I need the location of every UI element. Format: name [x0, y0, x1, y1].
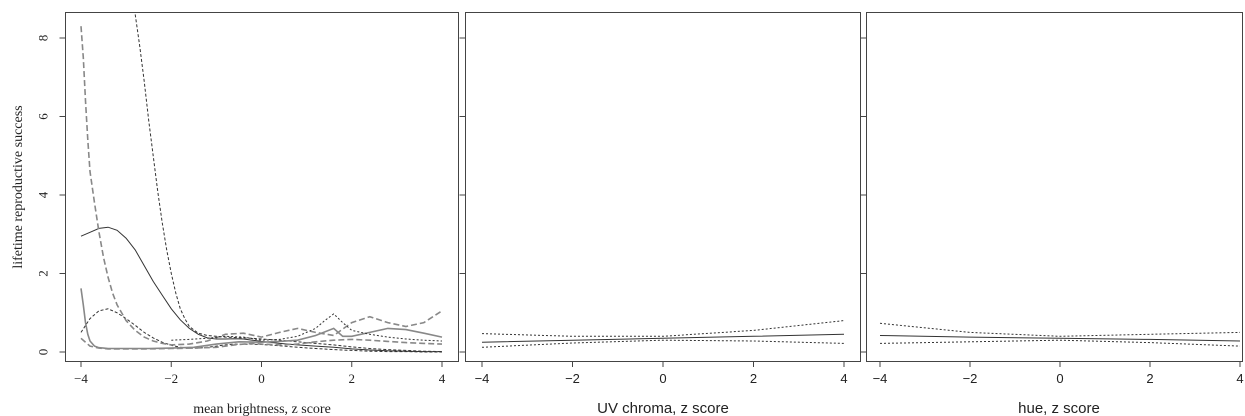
panel-hue: −4 −2 0 2 4 hue, z score	[860, 12, 1244, 416]
series-line-2	[879, 322, 1241, 337]
x-tick-label: 4	[840, 371, 847, 386]
curves	[879, 322, 1241, 347]
y-axis	[459, 37, 466, 353]
x-tick-label: −2	[963, 371, 978, 386]
plot-frame	[465, 12, 861, 362]
series-line-6	[80, 337, 443, 350]
x-tick-label: −2	[164, 371, 178, 386]
y-tick-label: 6	[36, 113, 51, 120]
panel-mean-brightness: −4 −2 0 2 4 0 2 4 6 8 mean brightness, z score l…	[11, 12, 459, 416]
y-tick-label: 2	[36, 270, 51, 277]
x-axis-label: hue, z score	[1018, 400, 1100, 416]
y-axis	[860, 37, 867, 353]
y-axis: 0 2 4 6 8	[36, 35, 66, 356]
curves	[481, 320, 845, 348]
x-axis: −4 −2 0 2 4	[475, 361, 848, 386]
y-axis-label: lifetime reproductive success	[11, 105, 26, 268]
series-line-2	[134, 14, 443, 353]
x-tick-label: −4	[475, 371, 490, 386]
x-tick-label: 0	[659, 371, 666, 386]
x-tick-label: −4	[74, 371, 88, 386]
series-line-2	[481, 320, 845, 337]
x-axis-label: UV chroma, z score	[597, 400, 729, 416]
x-tick-label: −4	[873, 371, 888, 386]
y-tick-label: 8	[36, 35, 51, 42]
series-line-1	[879, 335, 1241, 342]
series-line-3	[481, 339, 845, 348]
series-line-4	[80, 288, 443, 350]
series-line-3	[80, 308, 442, 353]
x-tick-label: 2	[750, 371, 757, 386]
x-axis-label: mean brightness, z score	[193, 402, 331, 416]
series-line-1	[481, 333, 845, 343]
plot-frame	[65, 12, 459, 362]
series-line-5	[80, 26, 443, 346]
y-tick-label: 4	[36, 191, 51, 198]
panel-uv-chroma: −4 −2 0 2 4 UV chroma, z score	[459, 12, 861, 416]
x-tick-label: 2	[1146, 371, 1153, 386]
x-tick-label: 0	[1056, 371, 1063, 386]
x-tick-label: 4	[1236, 371, 1243, 386]
x-axis: −4 −2 0 2 4	[873, 361, 1244, 386]
series-line-1	[80, 226, 442, 353]
x-tick-label: −2	[565, 371, 580, 386]
x-axis: −4 −2 0 2 4	[74, 361, 446, 386]
curves	[80, 14, 443, 353]
x-tick-label: 0	[258, 371, 265, 386]
y-tick-label: 0	[36, 349, 51, 356]
plot-frame	[866, 12, 1243, 362]
x-tick-label: 2	[349, 371, 356, 386]
x-tick-label: 4	[439, 371, 446, 386]
series-line-3	[879, 339, 1241, 347]
series-line-7	[171, 313, 443, 342]
